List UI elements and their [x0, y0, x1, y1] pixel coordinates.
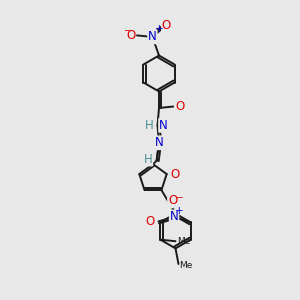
Text: O: O — [170, 168, 179, 181]
Text: −: − — [123, 26, 130, 34]
Text: O: O — [168, 194, 177, 208]
Text: O: O — [175, 100, 184, 113]
Text: O: O — [162, 19, 171, 32]
Text: −: − — [175, 192, 182, 201]
Text: N: N — [148, 30, 157, 44]
Text: N: N — [170, 210, 178, 224]
Text: O: O — [146, 215, 155, 228]
Text: N: N — [154, 136, 164, 149]
Text: Me: Me — [179, 261, 193, 270]
Text: +: + — [155, 24, 163, 34]
Text: N: N — [159, 119, 168, 132]
Text: O: O — [126, 29, 135, 42]
Text: H: H — [145, 119, 154, 132]
Text: Me: Me — [177, 237, 190, 246]
Text: +: + — [175, 206, 184, 216]
Text: H: H — [144, 153, 153, 166]
